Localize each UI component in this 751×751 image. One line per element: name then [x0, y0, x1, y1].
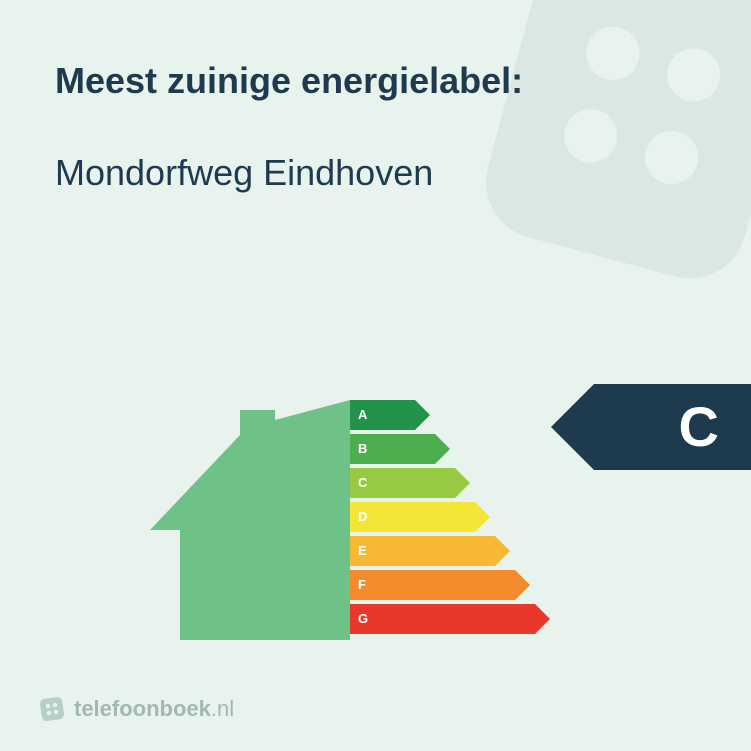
bar-shape: [350, 536, 510, 566]
bar-label: G: [358, 604, 368, 634]
brand-icon: [36, 693, 68, 725]
bar-label: B: [358, 434, 367, 464]
page-title: Meest zuinige energielabel:: [55, 60, 696, 102]
brand-name-light: .nl: [211, 696, 234, 721]
house-icon: [150, 400, 350, 650]
bar-label: C: [358, 468, 367, 498]
rating-letter: C: [679, 384, 719, 470]
footer-brand: telefoonboek.nl: [38, 695, 234, 723]
bar-label: A: [358, 400, 367, 430]
bar-label: E: [358, 536, 367, 566]
content-area: Meest zuinige energielabel: Mondorfweg E…: [0, 0, 751, 194]
energy-label-graphic: A B C D E F G: [0, 390, 751, 670]
bar-shape: [350, 604, 550, 634]
bar-shape: [350, 502, 490, 532]
page-subtitle: Mondorfweg Eindhoven: [55, 152, 696, 194]
bar-shape: [350, 468, 470, 498]
brand-text: telefoonboek.nl: [74, 696, 234, 722]
bar-label: D: [358, 502, 367, 532]
bar-label: F: [358, 570, 366, 600]
bar-shape: [350, 570, 530, 600]
brand-name-bold: telefoonboek: [74, 696, 211, 721]
